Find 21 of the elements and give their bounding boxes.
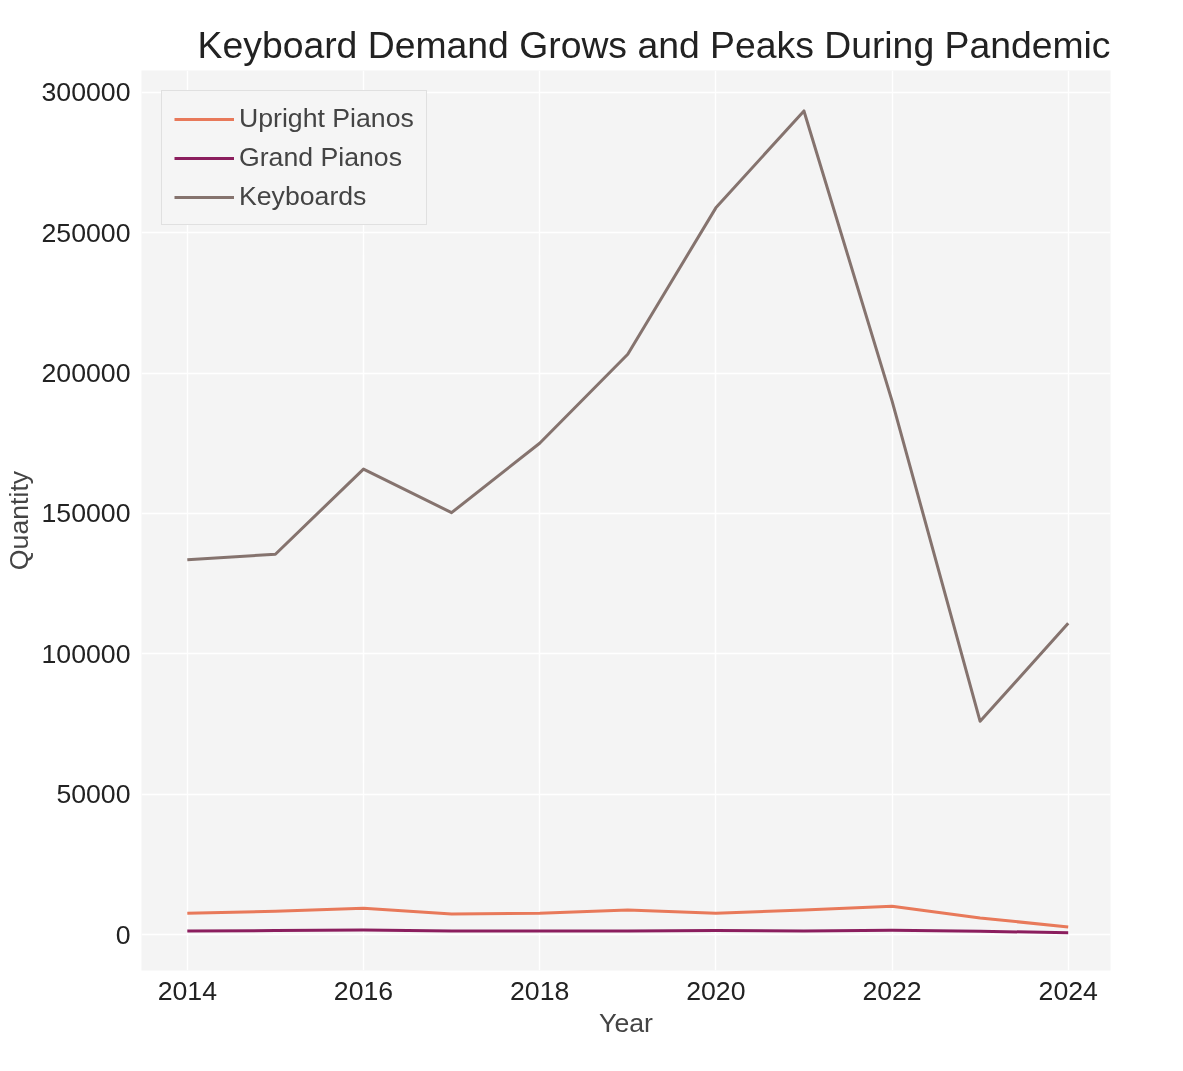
y-tick-label: 150000 bbox=[41, 498, 131, 529]
x-tick-label: 2018 bbox=[510, 975, 570, 1006]
x-tick-label: 2022 bbox=[862, 975, 922, 1006]
y-tick-label: 0 bbox=[115, 919, 131, 950]
line-series bbox=[185, 109, 1070, 723]
x-axis-title: Year bbox=[599, 1007, 654, 1038]
x-tick-label: 2024 bbox=[1038, 975, 1099, 1006]
chart-title: Keyboard Demand Grows and Peaks During Pandemic bbox=[197, 23, 1111, 66]
x-tick-label: 2014 bbox=[157, 975, 218, 1006]
y-axis-title: Quantity bbox=[3, 470, 34, 571]
y-tick-label: 250000 bbox=[41, 217, 131, 248]
legend-label: Keyboards bbox=[239, 181, 367, 212]
y-tick-label: 50000 bbox=[56, 779, 131, 810]
legend-label: Upright Pianos bbox=[239, 103, 414, 134]
y-tick-label: 100000 bbox=[41, 638, 131, 669]
line-series bbox=[185, 904, 1070, 929]
legend-label: Grand Pianos bbox=[239, 142, 402, 173]
y-tick-label: 200000 bbox=[41, 358, 131, 389]
x-tick-label: 2016 bbox=[333, 975, 394, 1006]
y-tick-label: 300000 bbox=[41, 77, 131, 108]
x-tick-label: 2020 bbox=[686, 975, 746, 1006]
